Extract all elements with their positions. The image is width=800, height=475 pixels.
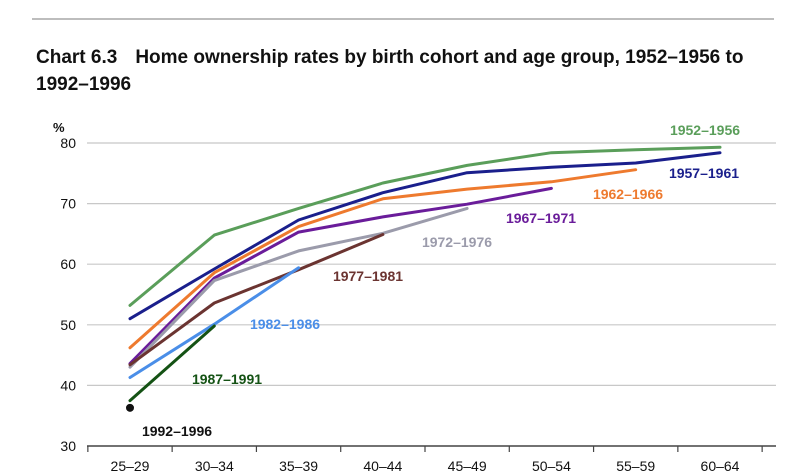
y-tick-label: 80 (60, 135, 76, 151)
series-line-1972-1976 (128, 206, 469, 369)
series-label-1952-1956: 1952–1956 (670, 122, 740, 138)
series-label-1962-1966: 1962–1966 (593, 186, 663, 202)
series-line-1952-1956 (128, 145, 722, 307)
series-label-1967-1971: 1967–1971 (506, 210, 576, 226)
series-label-1972-1976: 1972–1976 (422, 234, 492, 250)
y-axis-label: % (53, 120, 65, 135)
y-tick-label: 60 (60, 256, 76, 272)
x-tick-label-50-54: 50–54 (532, 458, 571, 474)
x-tick-label-60-64: 60–64 (701, 458, 740, 474)
x-tick-label-40-44: 40–44 (363, 458, 402, 474)
series-labels: 1952–1956 1957–1961 1962–1966 1967–1971 1972… (142, 122, 740, 439)
series-label-1982-1986: 1982–1986 (250, 316, 320, 332)
y-tick-label: 30 (60, 438, 76, 454)
series-lines (126, 145, 722, 412)
series-label-1957-1961: 1957–1961 (669, 165, 739, 181)
chart-title: Chart 6.3 Home ownership rates by birth c… (36, 44, 776, 98)
axes: 30 40 50 60 70 80% 25–29 30–34 35–39 40–44 45–49 50… (53, 120, 776, 474)
x-tick-label-30-34: 30–34 (195, 458, 234, 474)
series-label-1992-1996: 1992–1996 (142, 423, 212, 439)
y-tick-label: 70 (60, 196, 76, 212)
top-divider (32, 18, 774, 20)
series-line-1967-1971 (128, 186, 553, 366)
series-point-1992-1996 (126, 403, 134, 412)
y-tick-label: 40 (60, 377, 76, 393)
series-line-1962-1966 (128, 168, 638, 350)
series-label-1987-1991: 1987–1991 (192, 371, 262, 387)
chart-number: Chart 6.3 (36, 47, 118, 68)
series-line-1977-1981 (128, 233, 385, 367)
y-tick-label: 50 (60, 317, 76, 333)
series-label-1977-1981: 1977–1981 (333, 268, 403, 284)
x-tick-label-25-29: 25–29 (111, 458, 150, 474)
gridlines (87, 142, 776, 386)
series-line-1987-1991 (128, 324, 216, 403)
x-tick-label-45-49: 45–49 (448, 458, 487, 474)
chart-title-text: Home ownership rates by birth cohort and… (36, 47, 744, 95)
series-line-1957-1961 (128, 151, 722, 321)
x-tick-label-35-39: 35–39 (279, 458, 318, 474)
x-tick-label-55-59: 55–59 (616, 458, 655, 474)
series-line-1982-1986 (128, 266, 301, 379)
